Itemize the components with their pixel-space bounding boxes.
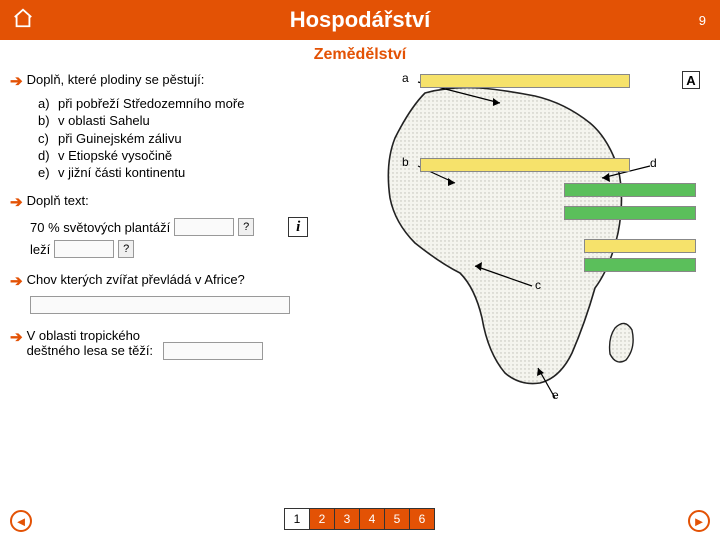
home-icon[interactable] xyxy=(12,7,34,34)
arrow-icon: ➔ xyxy=(10,272,23,290)
q2-prompt: Doplň text: xyxy=(27,193,89,208)
map-label-c: c xyxy=(535,278,541,292)
map-blank-c2[interactable] xyxy=(584,258,696,272)
question-3: ➔ Chov kterých zvířat převládá v Africe? xyxy=(10,272,340,290)
list-item: a)při pobřeží Středozemního moře xyxy=(38,96,340,112)
page-btn[interactable]: 2 xyxy=(309,508,335,530)
subheader: Zemědělství xyxy=(0,40,720,68)
question-1: ➔ Doplň, které plodiny se pěstují: xyxy=(10,72,340,90)
page-btn[interactable]: 1 xyxy=(284,508,310,530)
map-blank-a[interactable] xyxy=(420,74,630,88)
q2-line2: leží ? xyxy=(30,240,340,258)
question-4: ➔ V oblasti tropického deštného lesa se … xyxy=(10,328,340,360)
map-label-a: a xyxy=(402,71,409,85)
page-btn[interactable]: 4 xyxy=(359,508,385,530)
list-item: b)v oblasti Sahelu xyxy=(38,113,340,129)
arrow-icon: ➔ xyxy=(10,193,23,211)
header: Hospodářství 9 xyxy=(0,0,720,40)
q4-prompt: V oblasti tropického deštného lesa se tě… xyxy=(27,328,153,358)
map-label-e: e xyxy=(552,388,559,402)
page-navigator: 1 2 3 4 5 6 xyxy=(285,508,435,530)
map-blank-c1[interactable] xyxy=(584,239,696,253)
q2-input-2[interactable] xyxy=(54,240,114,258)
q2-line1: 70 % světových plantáží ? i xyxy=(30,217,340,237)
map-panel: a b c d e A xyxy=(340,68,710,398)
question-2: ➔ Doplň text: xyxy=(10,193,340,211)
q1-prompt: Doplň, které plodiny se pěstují: xyxy=(27,72,205,87)
q3-input[interactable] xyxy=(30,296,290,314)
list-item: e)v jižní části kontinentu xyxy=(38,165,340,181)
q1-list: a)při pobřeží Středozemního moře b)v obl… xyxy=(38,96,340,181)
prev-button[interactable]: ◄ xyxy=(10,510,32,532)
left-column: ➔ Doplň, které plodiny se pěstují: a)při… xyxy=(10,68,340,398)
page-btn[interactable]: 5 xyxy=(384,508,410,530)
map-blank-d1[interactable] xyxy=(564,183,696,197)
badge-a[interactable]: A xyxy=(682,71,700,89)
list-item: c)při Guinejském zálivu xyxy=(38,131,340,147)
hint-button[interactable]: ? xyxy=(118,240,134,258)
map-label-b: b xyxy=(402,155,409,169)
africa-map xyxy=(340,68,710,398)
map-blank-b[interactable] xyxy=(420,158,630,172)
page-number: 9 xyxy=(699,13,706,28)
info-icon[interactable]: i xyxy=(288,217,308,237)
map-label-d: d xyxy=(650,156,657,170)
q4-input[interactable] xyxy=(163,342,263,360)
hint-button[interactable]: ? xyxy=(238,218,254,236)
arrow-icon: ➔ xyxy=(10,72,23,90)
page-title: Hospodářství xyxy=(290,7,431,33)
arrow-icon: ➔ xyxy=(10,328,23,346)
page-btn[interactable]: 3 xyxy=(334,508,360,530)
q3-prompt: Chov kterých zvířat převládá v Africe? xyxy=(27,272,245,287)
q2-input-1[interactable] xyxy=(174,218,234,236)
map-blank-d2[interactable] xyxy=(564,206,696,220)
list-item: d)v Etiopské vysočině xyxy=(38,148,340,164)
next-button[interactable]: ► xyxy=(688,510,710,532)
page-btn[interactable]: 6 xyxy=(409,508,435,530)
